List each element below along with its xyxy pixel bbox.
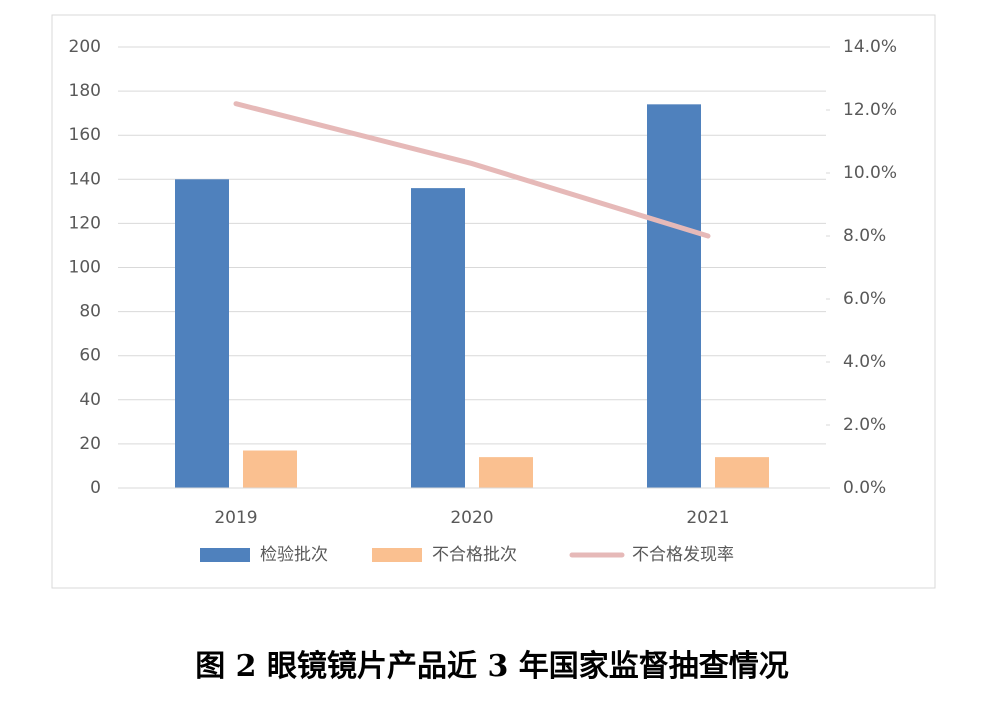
bar (479, 457, 533, 488)
legend-label: 不合格批次 (432, 545, 517, 565)
y2-tick-label: 6.0% (843, 289, 886, 309)
y2-tick-label: 0.0% (843, 478, 886, 498)
y-tick-label: 200 (69, 37, 101, 57)
y-tick-label: 180 (69, 81, 101, 101)
y2-tick-label: 8.0% (843, 226, 886, 246)
y2-tick-label: 10.0% (843, 163, 897, 183)
y2-tick-label: 2.0% (843, 415, 886, 435)
line (233, 101, 711, 239)
y2-tick-label: 12.0% (843, 100, 897, 120)
y2-tick-label: 4.0% (843, 352, 886, 372)
y-tick-label: 20 (79, 434, 101, 454)
y-tick-label: 100 (69, 258, 101, 278)
y-tick-label: 140 (69, 169, 101, 189)
legend-label: 检验批次 (260, 545, 328, 565)
y2-tick-label: 14.0% (843, 37, 897, 57)
legend-swatch (372, 548, 422, 562)
x-tick-label: 2019 (214, 508, 257, 528)
y-tick-label: 40 (79, 390, 101, 410)
x-tick-label: 2020 (450, 508, 493, 528)
y-tick-label: 120 (69, 213, 101, 233)
caption: 图 2 眼镜镜片产品近 3 年国家监督抽查情况 (195, 649, 789, 684)
y-tick-label: 0 (90, 478, 101, 498)
y-tick-label: 60 (79, 346, 101, 366)
bar (243, 450, 297, 488)
y-tick-label: 80 (79, 302, 101, 322)
bar (647, 104, 701, 488)
bar (715, 457, 769, 488)
x-tick-label: 2021 (686, 508, 729, 528)
legend-swatch (200, 548, 250, 562)
bar (411, 188, 465, 488)
bar (175, 179, 229, 489)
y-tick-label: 160 (69, 125, 101, 145)
legend-label: 不合格发现率 (632, 545, 734, 565)
